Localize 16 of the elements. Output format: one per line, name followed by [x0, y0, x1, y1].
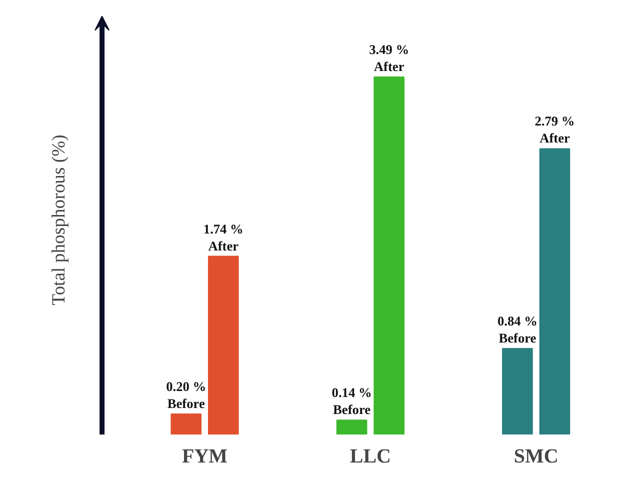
data-label: 0.14 %: [332, 385, 372, 400]
x-tick-label: LLC: [350, 446, 391, 468]
y-axis-title: Total phosphorous (%): [48, 134, 70, 306]
data-label: 0.20 %: [166, 379, 206, 394]
data-label: 3.49 %: [369, 42, 410, 57]
x-tick-label: FYM: [182, 446, 228, 468]
x-tick-label: SMC: [514, 446, 558, 468]
data-label: 2.79 %: [534, 114, 575, 129]
text: Before: [498, 330, 536, 346]
data-label: 1.74 %: [203, 221, 244, 236]
series-label: Before: [333, 402, 371, 418]
series-label: After: [208, 238, 239, 254]
text: After: [374, 59, 404, 74]
data-label: 0.84 %: [497, 313, 538, 328]
text: Before: [167, 396, 205, 412]
text: After: [540, 130, 570, 146]
